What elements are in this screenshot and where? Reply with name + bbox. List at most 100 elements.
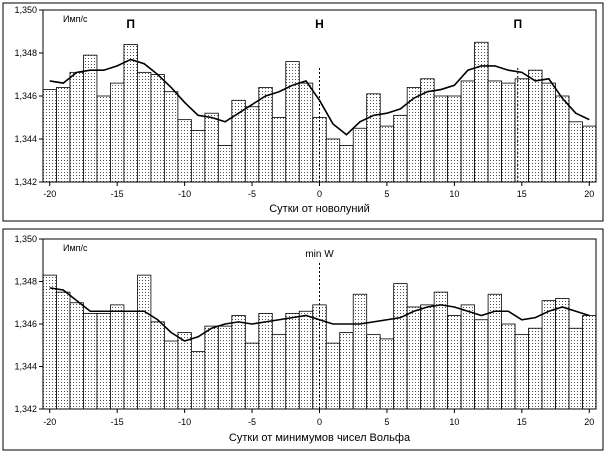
x-tick-label: -10 (178, 417, 191, 427)
bar (217, 145, 233, 183)
bar (460, 80, 476, 183)
bar (393, 283, 408, 410)
y-tick-label: 1,350 (14, 5, 37, 15)
x-tick-label: 10 (449, 417, 459, 427)
bar (190, 351, 206, 410)
x-tick-label: 0 (317, 189, 322, 199)
bar (433, 291, 449, 410)
bar (298, 310, 314, 410)
y-tick-label: 1,350 (14, 234, 37, 244)
bar (123, 310, 138, 410)
bar (271, 117, 287, 183)
series-line (49, 58, 590, 136)
x-tick-label: -20 (43, 189, 56, 199)
bar (568, 121, 583, 183)
x-tick-label: 0 (317, 417, 322, 427)
bar (325, 138, 341, 183)
x-tick-label: -15 (111, 189, 124, 199)
bar (555, 95, 570, 183)
bar (285, 61, 300, 183)
bar (582, 125, 597, 183)
y-tick-label: 1,348 (14, 48, 37, 58)
y-tick-label: 1,344 (14, 362, 37, 372)
x-axis-label: Сутки от новолуний (269, 203, 370, 215)
bar (379, 125, 395, 183)
bar (137, 274, 152, 410)
bar (366, 93, 381, 183)
x-tick-label: 20 (584, 417, 594, 427)
y-tick-label: 1,342 (14, 404, 37, 414)
bar (56, 291, 71, 410)
x-tick-label: -5 (248, 189, 256, 199)
bar (541, 82, 556, 183)
bar (150, 74, 165, 183)
bar (447, 95, 462, 183)
bar (433, 95, 449, 183)
bar (271, 334, 287, 410)
bar (258, 312, 273, 410)
series-line (49, 287, 590, 342)
x-axis-label: Сутки от минимумов чисел Вольфа (229, 432, 411, 444)
x-tick-label: -10 (178, 189, 191, 199)
bar (582, 315, 597, 410)
bar (231, 315, 246, 410)
x-tick-label: -15 (111, 417, 124, 427)
bar (96, 95, 111, 183)
annotation-label: min W (305, 249, 334, 260)
bar (555, 298, 570, 410)
annotation-label: П (126, 17, 135, 31)
bar (258, 87, 273, 183)
bar (487, 80, 502, 183)
x-tick-label: 5 (384, 417, 389, 427)
bar (177, 332, 192, 410)
x-tick-label: 5 (384, 189, 389, 199)
y-tick-label: 1,346 (14, 91, 37, 101)
bar (190, 129, 206, 183)
bar (393, 114, 408, 183)
chart-panel-1: 1,342 1,344 1,346 1,348 1,350 -20 -15 -10 -5 0 5 10… (14, 5, 597, 215)
bar (204, 112, 219, 183)
bar (163, 340, 179, 410)
bar (123, 44, 138, 183)
bar (568, 327, 583, 410)
y-tick-label: 1,344 (14, 134, 37, 144)
bar (447, 315, 462, 410)
y-unit-label: Имп/с (63, 243, 88, 253)
bar (42, 274, 57, 410)
bar (339, 332, 354, 410)
bar (352, 127, 368, 183)
bar (204, 325, 219, 410)
bar (460, 304, 476, 410)
x-tick-label: 15 (517, 417, 527, 427)
bar (528, 327, 543, 410)
bar (42, 89, 57, 183)
bar (298, 82, 314, 183)
bar (83, 54, 98, 183)
y-unit-label: Имп/с (63, 14, 88, 24)
y-tick-label: 1,342 (14, 177, 37, 187)
bar (501, 323, 516, 410)
annotation-label: Н (315, 17, 324, 31)
chart-panel-2: 1,342 1,344 1,346 1,348 1,350 -20 -15 -10 -5 0 5 10… (14, 234, 597, 444)
bar (474, 41, 489, 183)
bar (163, 91, 179, 183)
bar (83, 312, 98, 410)
y-tick-label: 1,346 (14, 319, 37, 329)
bar (217, 325, 233, 410)
bar (244, 106, 260, 183)
bar (420, 304, 435, 410)
bar (514, 78, 529, 183)
bar (474, 319, 489, 410)
annotation-label: П (513, 17, 522, 31)
x-tick-label: 10 (449, 189, 459, 199)
bar (352, 293, 368, 410)
bar (339, 145, 354, 183)
bar (69, 302, 84, 410)
bar (501, 82, 516, 183)
bar (150, 321, 165, 410)
bar (177, 119, 192, 183)
bar (379, 338, 395, 410)
bar (69, 71, 84, 183)
bar (406, 306, 422, 410)
bar (110, 304, 125, 410)
